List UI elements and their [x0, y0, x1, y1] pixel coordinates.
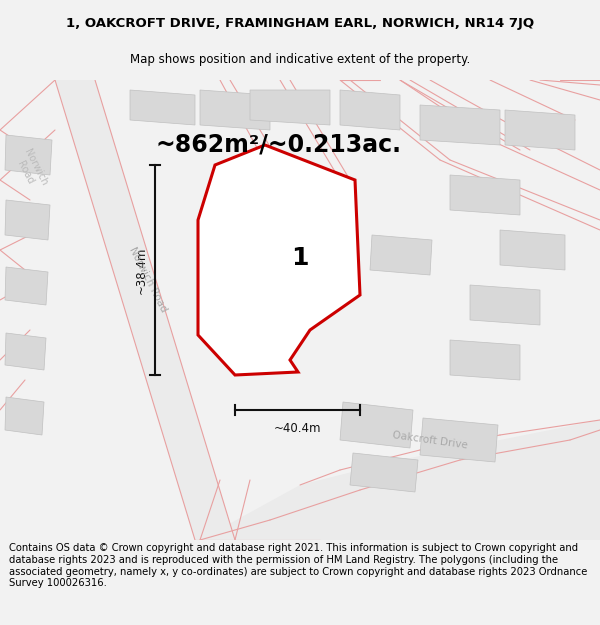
Polygon shape	[450, 175, 520, 215]
Polygon shape	[5, 267, 48, 305]
Text: ~38.4m: ~38.4m	[134, 246, 148, 294]
Text: 1: 1	[291, 246, 309, 270]
Polygon shape	[198, 145, 360, 375]
Text: ~40.4m: ~40.4m	[274, 421, 321, 434]
Polygon shape	[505, 110, 575, 150]
Polygon shape	[5, 200, 50, 240]
Text: 1, OAKCROFT DRIVE, FRAMINGHAM EARL, NORWICH, NR14 7JQ: 1, OAKCROFT DRIVE, FRAMINGHAM EARL, NORW…	[66, 18, 534, 31]
Polygon shape	[350, 453, 418, 492]
Polygon shape	[5, 397, 44, 435]
Polygon shape	[420, 105, 500, 145]
Polygon shape	[500, 230, 565, 270]
Text: Map shows position and indicative extent of the property.: Map shows position and indicative extent…	[130, 54, 470, 66]
Polygon shape	[470, 285, 540, 325]
Polygon shape	[370, 235, 432, 275]
Polygon shape	[340, 90, 400, 130]
Text: ~862m²/~0.213ac.: ~862m²/~0.213ac.	[155, 133, 401, 157]
Polygon shape	[420, 418, 498, 462]
Text: Contains OS data © Crown copyright and database right 2021. This information is : Contains OS data © Crown copyright and d…	[9, 543, 587, 588]
Polygon shape	[55, 80, 235, 540]
Polygon shape	[200, 90, 270, 130]
Polygon shape	[130, 90, 195, 125]
Polygon shape	[450, 340, 520, 380]
Text: Norwich Road: Norwich Road	[127, 246, 169, 314]
Polygon shape	[250, 90, 330, 125]
Polygon shape	[200, 420, 600, 540]
Polygon shape	[5, 135, 52, 175]
Polygon shape	[5, 333, 46, 370]
Text: Oakcroft Drive: Oakcroft Drive	[392, 430, 468, 450]
Text: Norwich
Road: Norwich Road	[11, 148, 49, 192]
Polygon shape	[340, 402, 413, 448]
